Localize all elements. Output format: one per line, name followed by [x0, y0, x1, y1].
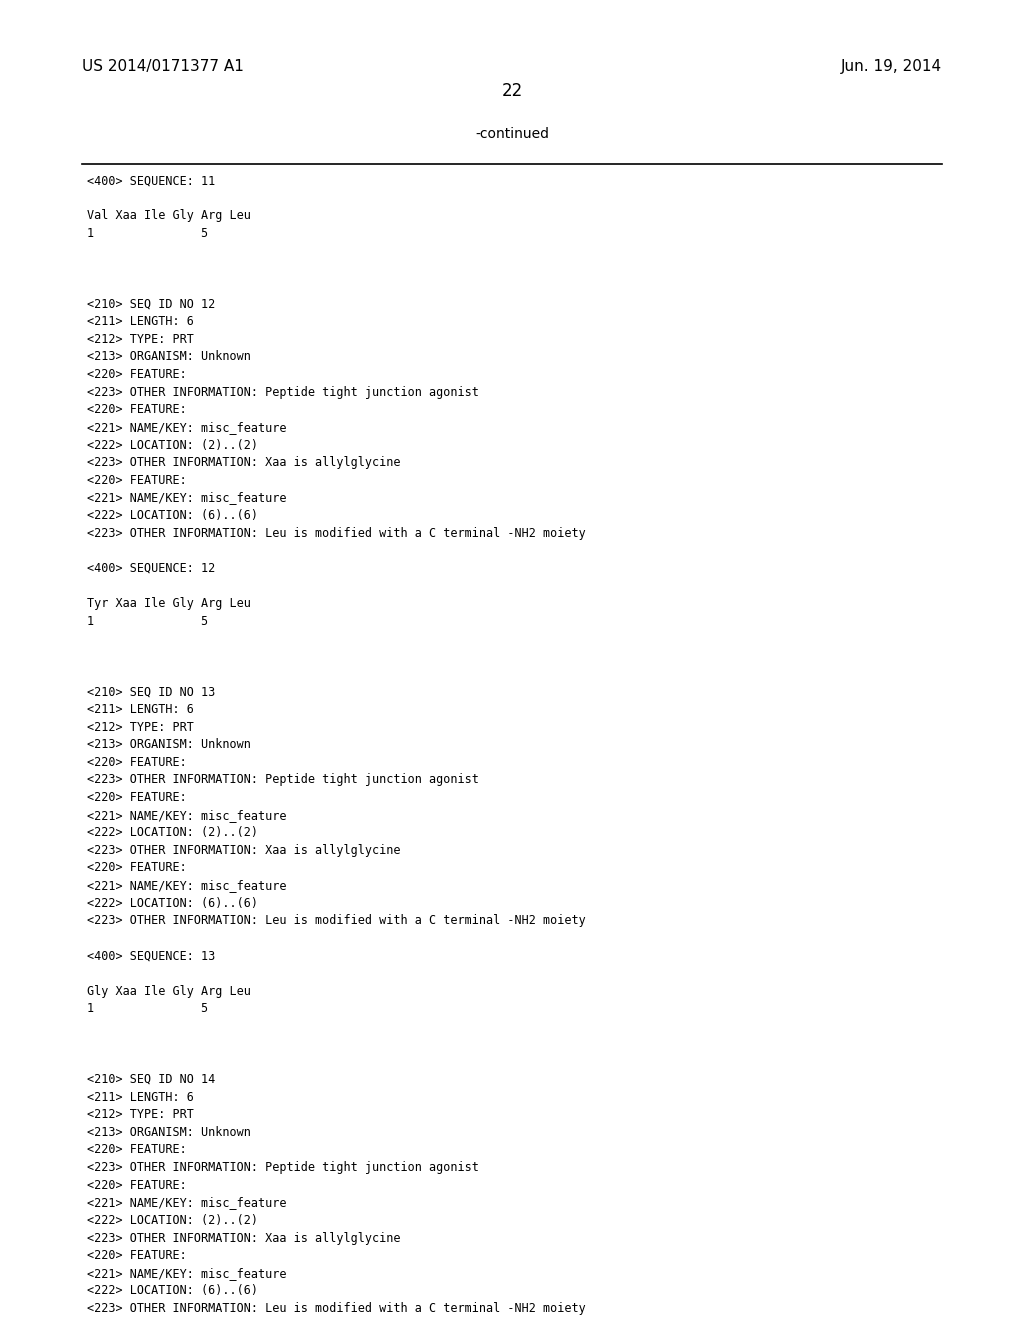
Text: <221> NAME/KEY: misc_feature: <221> NAME/KEY: misc_feature: [87, 491, 287, 504]
Text: <223> OTHER INFORMATION: Peptide tight junction agonist: <223> OTHER INFORMATION: Peptide tight j…: [87, 774, 479, 787]
Text: <220> FEATURE:: <220> FEATURE:: [87, 756, 186, 768]
Text: <212> TYPE: PRT: <212> TYPE: PRT: [87, 721, 194, 734]
Text: <211> LENGTH: 6: <211> LENGTH: 6: [87, 315, 194, 329]
Text: <223> OTHER INFORMATION: Xaa is allylglycine: <223> OTHER INFORMATION: Xaa is allylgly…: [87, 1232, 400, 1245]
Text: 1               5: 1 5: [87, 615, 208, 628]
Text: <400> SEQUENCE: 13: <400> SEQUENCE: 13: [87, 949, 215, 962]
Text: <220> FEATURE:: <220> FEATURE:: [87, 1249, 186, 1262]
Text: <220> FEATURE:: <220> FEATURE:: [87, 862, 186, 874]
Text: <220> FEATURE:: <220> FEATURE:: [87, 474, 186, 487]
Text: Val Xaa Ile Gly Arg Leu: Val Xaa Ile Gly Arg Leu: [87, 210, 251, 223]
Text: <220> FEATURE:: <220> FEATURE:: [87, 1179, 186, 1192]
Text: <221> NAME/KEY: misc_feature: <221> NAME/KEY: misc_feature: [87, 879, 287, 892]
Text: 22: 22: [502, 82, 522, 100]
Text: <220> FEATURE:: <220> FEATURE:: [87, 404, 186, 416]
Text: -continued: -continued: [475, 127, 549, 141]
Text: <223> OTHER INFORMATION: Peptide tight junction agonist: <223> OTHER INFORMATION: Peptide tight j…: [87, 385, 479, 399]
Text: <213> ORGANISM: Unknown: <213> ORGANISM: Unknown: [87, 1126, 251, 1139]
Text: Tyr Xaa Ile Gly Arg Leu: Tyr Xaa Ile Gly Arg Leu: [87, 597, 251, 610]
Text: <221> NAME/KEY: misc_feature: <221> NAME/KEY: misc_feature: [87, 1196, 287, 1209]
Text: <221> NAME/KEY: misc_feature: <221> NAME/KEY: misc_feature: [87, 809, 287, 821]
Text: 1               5: 1 5: [87, 227, 208, 240]
Text: <211> LENGTH: 6: <211> LENGTH: 6: [87, 1090, 194, 1104]
Text: <210> SEQ ID NO 13: <210> SEQ ID NO 13: [87, 685, 215, 698]
Text: <223> OTHER INFORMATION: Leu is modified with a C terminal -NH2 moiety: <223> OTHER INFORMATION: Leu is modified…: [87, 915, 586, 928]
Text: Jun. 19, 2014: Jun. 19, 2014: [841, 59, 942, 74]
Text: <223> OTHER INFORMATION: Leu is modified with a C terminal -NH2 moiety: <223> OTHER INFORMATION: Leu is modified…: [87, 1302, 586, 1315]
Text: <223> OTHER INFORMATION: Peptide tight junction agonist: <223> OTHER INFORMATION: Peptide tight j…: [87, 1162, 479, 1173]
Text: <223> OTHER INFORMATION: Xaa is allylglycine: <223> OTHER INFORMATION: Xaa is allylgly…: [87, 843, 400, 857]
Text: <211> LENGTH: 6: <211> LENGTH: 6: [87, 704, 194, 715]
Text: <221> NAME/KEY: misc_feature: <221> NAME/KEY: misc_feature: [87, 421, 287, 434]
Text: <400> SEQUENCE: 12: <400> SEQUENCE: 12: [87, 562, 215, 576]
Text: <222> LOCATION: (2)..(2): <222> LOCATION: (2)..(2): [87, 438, 258, 451]
Text: <220> FEATURE:: <220> FEATURE:: [87, 791, 186, 804]
Text: Gly Xaa Ile Gly Arg Leu: Gly Xaa Ile Gly Arg Leu: [87, 985, 251, 998]
Text: 1               5: 1 5: [87, 1002, 208, 1015]
Text: <222> LOCATION: (2)..(2): <222> LOCATION: (2)..(2): [87, 1214, 258, 1226]
Text: <223> OTHER INFORMATION: Leu is modified with a C terminal -NH2 moiety: <223> OTHER INFORMATION: Leu is modified…: [87, 527, 586, 540]
Text: <210> SEQ ID NO 14: <210> SEQ ID NO 14: [87, 1073, 215, 1086]
Text: <222> LOCATION: (2)..(2): <222> LOCATION: (2)..(2): [87, 826, 258, 840]
Text: <223> OTHER INFORMATION: Xaa is allylglycine: <223> OTHER INFORMATION: Xaa is allylgly…: [87, 457, 400, 469]
Text: <213> ORGANISM: Unknown: <213> ORGANISM: Unknown: [87, 351, 251, 363]
Text: US 2014/0171377 A1: US 2014/0171377 A1: [82, 59, 244, 74]
Text: <212> TYPE: PRT: <212> TYPE: PRT: [87, 1109, 194, 1121]
Text: <222> LOCATION: (6)..(6): <222> LOCATION: (6)..(6): [87, 1284, 258, 1298]
Text: <213> ORGANISM: Unknown: <213> ORGANISM: Unknown: [87, 738, 251, 751]
Text: <210> SEQ ID NO 12: <210> SEQ ID NO 12: [87, 297, 215, 310]
Text: <212> TYPE: PRT: <212> TYPE: PRT: [87, 333, 194, 346]
Text: <400> SEQUENCE: 11: <400> SEQUENCE: 11: [87, 174, 215, 187]
Text: <220> FEATURE:: <220> FEATURE:: [87, 1143, 186, 1156]
Text: <221> NAME/KEY: misc_feature: <221> NAME/KEY: misc_feature: [87, 1267, 287, 1280]
Text: <222> LOCATION: (6)..(6): <222> LOCATION: (6)..(6): [87, 896, 258, 909]
Text: <222> LOCATION: (6)..(6): <222> LOCATION: (6)..(6): [87, 510, 258, 521]
Text: <220> FEATURE:: <220> FEATURE:: [87, 368, 186, 381]
